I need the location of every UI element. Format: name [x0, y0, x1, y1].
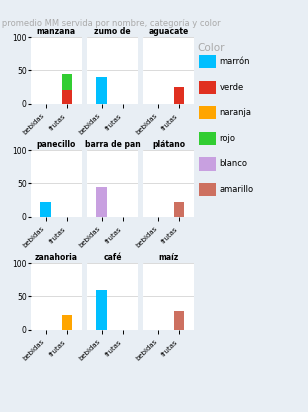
Text: Color: Color: [197, 43, 225, 53]
Text: verde: verde: [219, 83, 244, 92]
Text: marrón: marrón: [219, 57, 250, 66]
Bar: [62, 315, 72, 330]
Bar: [62, 90, 72, 103]
Bar: [96, 77, 107, 103]
Bar: [96, 290, 107, 330]
Bar: [62, 74, 72, 90]
Title: panecillo: panecillo: [37, 140, 76, 149]
Text: naranja: naranja: [219, 108, 251, 117]
Bar: [96, 187, 107, 217]
Text: Cant. promedio MM servida por nombre, categoría y color: Cant. promedio MM servida por nombre, ca…: [0, 19, 220, 28]
Title: plátano: plátano: [152, 140, 185, 149]
Bar: [174, 202, 184, 217]
Bar: [40, 202, 51, 217]
Title: manzana: manzana: [37, 27, 76, 36]
Bar: [174, 87, 184, 103]
Bar: [174, 311, 184, 330]
Title: aguacate: aguacate: [148, 27, 189, 36]
Text: rojo: rojo: [219, 134, 235, 143]
Text: amarillo: amarillo: [219, 185, 253, 194]
Title: café: café: [103, 253, 122, 262]
Title: zumo de: zumo de: [94, 27, 131, 36]
Title: maíz: maíz: [158, 253, 179, 262]
Title: zanahoria: zanahoria: [35, 253, 78, 262]
Text: blanco: blanco: [219, 159, 247, 169]
Title: barra de pan: barra de pan: [84, 140, 140, 149]
